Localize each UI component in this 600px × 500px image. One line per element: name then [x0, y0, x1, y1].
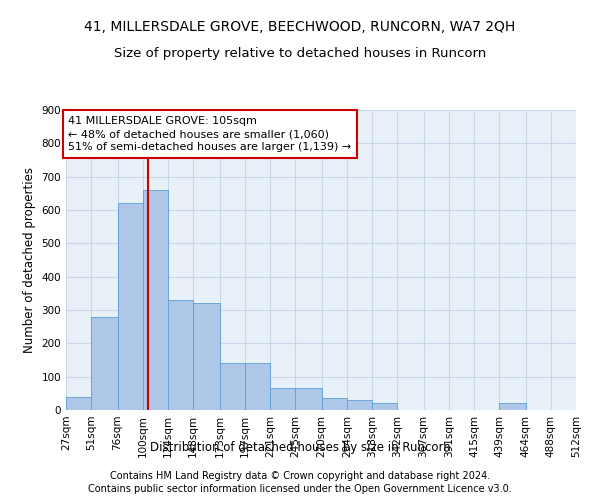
Bar: [322, 398, 347, 410]
Bar: [118, 204, 143, 410]
Bar: [270, 388, 295, 410]
Bar: [193, 304, 220, 410]
Bar: [66, 396, 91, 410]
Bar: [91, 316, 118, 410]
Bar: [168, 300, 193, 410]
Bar: [499, 404, 526, 410]
Text: 41, MILLERSDALE GROVE, BEECHWOOD, RUNCORN, WA7 2QH: 41, MILLERSDALE GROVE, BEECHWOOD, RUNCOR…: [85, 20, 515, 34]
Bar: [372, 404, 397, 410]
Bar: [245, 364, 270, 410]
Bar: [347, 400, 372, 410]
Text: Contains HM Land Registry data © Crown copyright and database right 2024.: Contains HM Land Registry data © Crown c…: [110, 471, 490, 481]
Text: Contains public sector information licensed under the Open Government Licence v3: Contains public sector information licen…: [88, 484, 512, 494]
Text: Distribution of detached houses by size in Runcorn: Distribution of detached houses by size …: [149, 441, 451, 454]
Text: 41 MILLERSDALE GROVE: 105sqm
← 48% of detached houses are smaller (1,060)
51% of: 41 MILLERSDALE GROVE: 105sqm ← 48% of de…: [68, 116, 352, 152]
Bar: [295, 388, 322, 410]
Text: Size of property relative to detached houses in Runcorn: Size of property relative to detached ho…: [114, 48, 486, 60]
Bar: [143, 190, 168, 410]
Y-axis label: Number of detached properties: Number of detached properties: [23, 167, 36, 353]
Bar: [220, 364, 245, 410]
